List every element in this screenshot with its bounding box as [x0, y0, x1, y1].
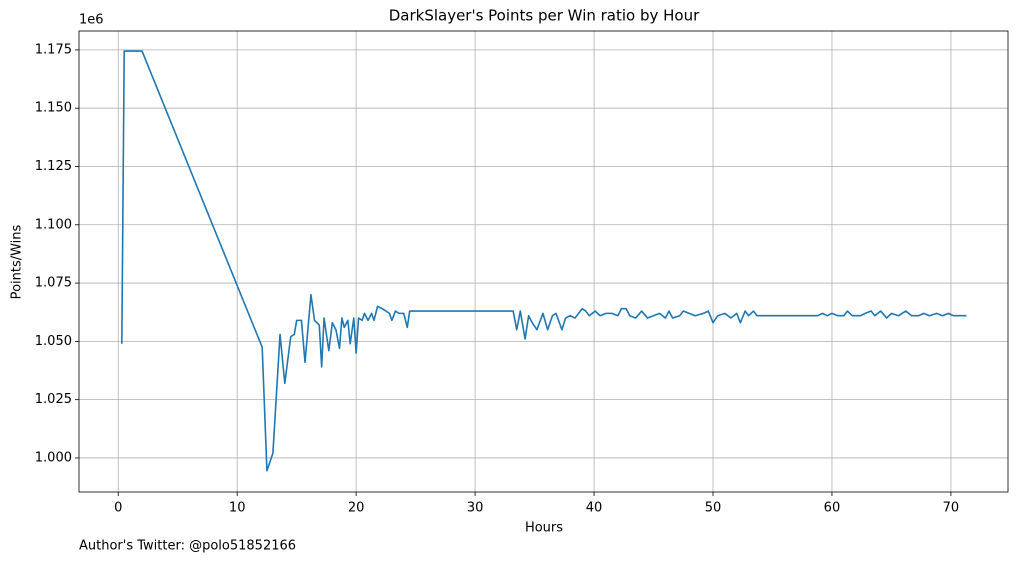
y-tick-label: 1.100 [35, 217, 72, 232]
y-tick-label: 1.125 [35, 159, 72, 174]
y-tick-label: 1.150 [35, 101, 72, 116]
x-tick-label: 20 [348, 501, 365, 516]
x-tick-label: 60 [824, 501, 841, 516]
chart-title: DarkSlayer's Points per Win ratio by Hou… [389, 7, 700, 25]
x-tick-label: 10 [229, 501, 246, 516]
x-tick-label: 30 [467, 501, 484, 516]
y-tick-label: 1.000 [35, 450, 72, 465]
annotation: Author's Twitter: @polo51852166 [79, 539, 296, 554]
x-axis-label: Hours [525, 521, 563, 536]
data-line [121, 50, 967, 472]
y-tick-label: 1.025 [35, 392, 72, 407]
x-tick-label: 50 [705, 501, 722, 516]
y-axis-label: Points/Wins [10, 224, 25, 299]
x-tick-label: 40 [586, 501, 603, 516]
x-tick-label: 70 [943, 501, 960, 516]
y-tick-label: 1.175 [35, 42, 72, 57]
y-tick-label: 1.050 [35, 334, 72, 349]
y-offset-label: 1e6 [79, 13, 104, 28]
x-tick-label: 0 [114, 501, 122, 516]
y-tick-label: 1.075 [35, 276, 72, 291]
plot-frame [78, 30, 1009, 493]
